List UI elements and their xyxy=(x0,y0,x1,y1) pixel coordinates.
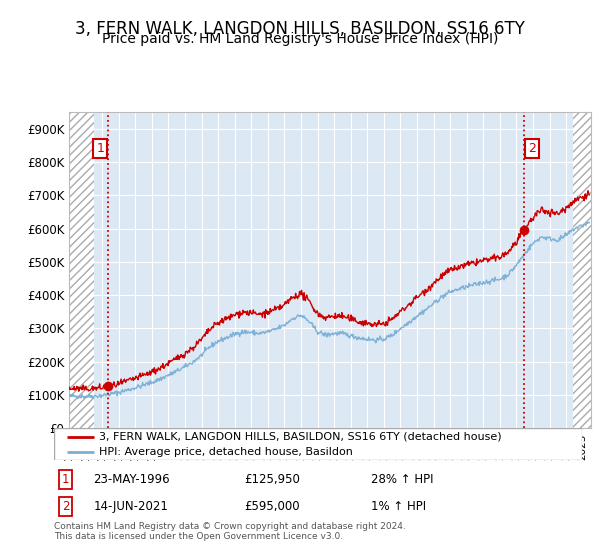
Text: 2: 2 xyxy=(62,500,70,513)
Text: Price paid vs. HM Land Registry's House Price Index (HPI): Price paid vs. HM Land Registry's House … xyxy=(102,32,498,46)
Bar xyxy=(69,112,94,428)
Text: 14-JUN-2021: 14-JUN-2021 xyxy=(94,500,169,513)
Text: 3, FERN WALK, LANGDON HILLS, BASILDON, SS16 6TY: 3, FERN WALK, LANGDON HILLS, BASILDON, S… xyxy=(75,20,525,38)
Bar xyxy=(573,112,591,428)
Text: £125,950: £125,950 xyxy=(244,473,300,486)
Text: 1: 1 xyxy=(96,142,104,155)
Text: £595,000: £595,000 xyxy=(244,500,300,513)
FancyBboxPatch shape xyxy=(54,428,582,460)
Text: 28% ↑ HPI: 28% ↑ HPI xyxy=(371,473,433,486)
Text: 1: 1 xyxy=(62,473,70,486)
Text: 3, FERN WALK, LANGDON HILLS, BASILDON, SS16 6TY (detached house): 3, FERN WALK, LANGDON HILLS, BASILDON, S… xyxy=(99,432,502,442)
Text: Contains HM Land Registry data © Crown copyright and database right 2024.
This d: Contains HM Land Registry data © Crown c… xyxy=(54,522,406,542)
Text: 2: 2 xyxy=(528,142,536,155)
Text: 23-MAY-1996: 23-MAY-1996 xyxy=(94,473,170,486)
Text: 1% ↑ HPI: 1% ↑ HPI xyxy=(371,500,426,513)
Text: HPI: Average price, detached house, Basildon: HPI: Average price, detached house, Basi… xyxy=(99,446,353,456)
